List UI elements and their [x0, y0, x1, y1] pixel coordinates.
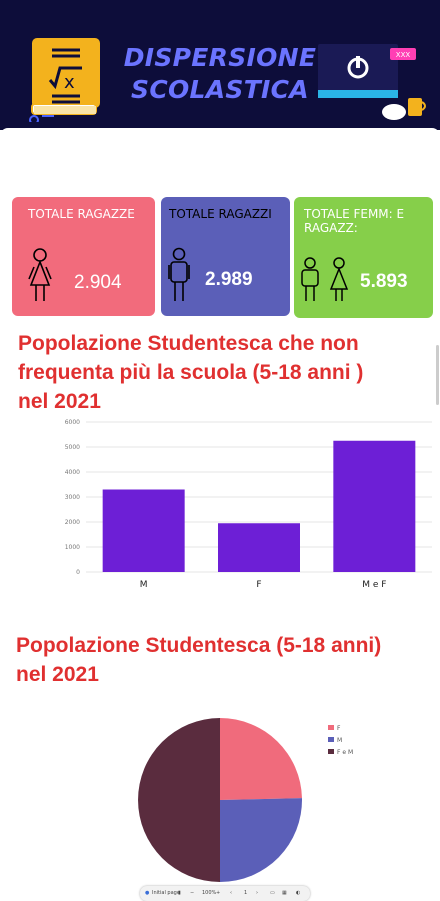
card-totale-ragazzi: TOTALE RAGAZZI 2.989 — [161, 197, 290, 316]
bar — [218, 523, 300, 572]
x-tick-label: M — [140, 580, 148, 590]
pie-slice — [220, 798, 302, 882]
card-label: TOTALE RAGAZZE — [28, 207, 135, 221]
layout-icon[interactable]: ▭ — [270, 890, 275, 896]
page-title: DISPERSIONE SCOLASTICA — [120, 42, 320, 106]
bar-chart: 0 1000 2000 3000 4000 5000 6000 M F M e F — [65, 419, 432, 590]
y-tick-label: 3000 — [65, 494, 80, 501]
svg-text:x: x — [64, 72, 75, 93]
pie-slice — [138, 718, 220, 882]
card-value: 2.989 — [205, 269, 253, 290]
y-tick-label: 2000 — [65, 519, 80, 526]
next-page-icon[interactable]: › — [256, 890, 258, 896]
prev-page-icon[interactable]: ‹ — [230, 890, 232, 896]
zoom-out-icon[interactable]: − — [190, 890, 195, 896]
y-tick-label: 1000 — [65, 544, 80, 551]
section-title-line: nel 2021 — [18, 390, 101, 413]
math-book-icon: x — [29, 38, 100, 122]
legend-label: F e M — [337, 749, 353, 756]
card-label: TOTALE RAGAZZI — [169, 207, 272, 221]
zoom-in-icon[interactable]: + — [216, 890, 221, 896]
section-title-popolazione: Popolazione Studentesca (5-18 anni) nel … — [16, 631, 381, 689]
girl-icon — [329, 257, 349, 301]
legend-swatch — [328, 725, 334, 730]
section-title-dispersione: Popolazione Studentesca che non frequent… — [18, 329, 363, 416]
x-tick-label: F — [256, 580, 261, 590]
legend-swatch — [328, 737, 334, 742]
girl-icon — [28, 248, 52, 301]
y-tick-label: 0 — [76, 569, 80, 576]
card-value: 2.904 — [74, 272, 122, 293]
card-label: TOTALE FEMM: E RAGAZZ: — [304, 207, 405, 235]
y-tick-label: 6000 — [65, 419, 80, 426]
page-number: 1 — [244, 890, 248, 896]
section-title-line: Popolazione Studentesca che non — [18, 332, 359, 355]
boy-icon — [168, 247, 190, 301]
scrollbar[interactable] — [436, 345, 439, 405]
section-title-line: Popolazione Studentesca (5-18 anni) — [16, 634, 382, 657]
card-value: 5.893 — [360, 271, 408, 292]
bar — [333, 440, 416, 572]
boy-icon — [301, 257, 319, 301]
legend-label: M — [337, 737, 342, 744]
title-line-2: SCOLASTICA — [131, 75, 309, 104]
section-title-line: nel 2021 — [16, 663, 99, 686]
page-field[interactable]: Initial page — [152, 890, 180, 896]
y-tick-label: 4000 — [65, 469, 80, 476]
bar — [102, 489, 185, 572]
page-icon[interactable]: ● — [145, 890, 150, 896]
palette-icon[interactable]: ◐ — [296, 890, 301, 896]
zoom-level: 100% — [202, 890, 217, 896]
section-title-line: frequenta più la scuola (5-18 anni ) — [18, 361, 364, 384]
y-tick-label: 5000 — [65, 444, 80, 451]
monitor-badge: XXX — [396, 51, 411, 59]
card-totale-femm-ragazz: TOTALE FEMM: E RAGAZZ: 5.893 — [294, 197, 433, 318]
pdf-toolbar: ● Initial page ▮ − 100% + ‹ 1 › ▭ ▦ ◐ — [140, 886, 310, 901]
header-banner: x DISPERSIONE SCOLASTICA XXX — [0, 0, 440, 130]
delete-icon[interactable]: ▮ — [178, 890, 181, 896]
x-tick-label: M e F — [362, 580, 386, 590]
title-line-1: DISPERSIONE — [123, 43, 317, 72]
legend-label: F — [337, 725, 341, 732]
monitor-icon: XXX — [318, 44, 426, 120]
card-totale-ragazze: TOTALE RAGAZZE 2.904 — [12, 197, 155, 316]
pie-slice — [220, 718, 302, 800]
grid-icon[interactable]: ▦ — [282, 890, 287, 896]
pie-chart: FM F e M — [138, 718, 353, 882]
legend-swatch — [328, 749, 334, 754]
